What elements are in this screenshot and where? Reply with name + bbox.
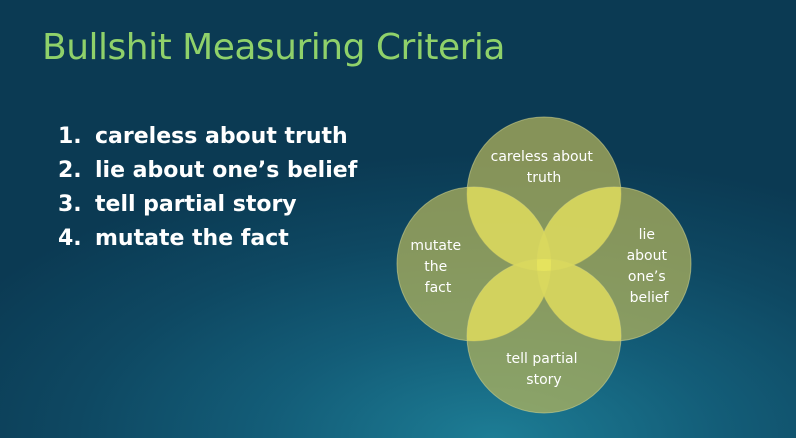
criteria-number: 1. [58,124,82,149]
venn-label-top-line: careless about [491,149,594,165]
criteria-text: lie about one’s belief [95,158,358,183]
venn-label-top-line: truth [527,170,561,186]
criteria-item: 4. mutate the fact [58,222,357,256]
criteria-number: 3. [58,192,82,217]
criteria-text: careless about truth [95,124,348,149]
venn-label-left-line: fact [425,280,452,296]
criteria-item: 3. tell partial story [58,188,357,222]
venn-label-bottom-line: story [526,372,561,388]
criteria-number: 4. [58,226,82,251]
venn-label-bottom-line: tell partial [506,351,577,367]
venn-label-left: mutate the fact [410,238,465,296]
venn-label-right-line: lie [639,227,655,243]
venn-label-right-line: belief [630,290,670,306]
criteria-item: 1. careless about truth [58,120,357,154]
criteria-item: 2. lie about one’s belief [58,154,357,188]
criteria-text: mutate the fact [95,226,289,251]
criteria-number: 2. [58,158,82,183]
slide-title: Bullshit Measuring Criteria [42,27,505,68]
venn-label-right: lie about one’s belief [627,227,672,306]
venn-label-left-line: mutate [410,238,461,254]
venn-label-right-line: about [627,248,668,264]
criteria-list: 1. careless about truth 2. lie about one’s… [58,120,357,256]
criteria-text: tell partial story [95,192,297,217]
venn-label-top: careless about truth [491,149,598,186]
venn-label-bottom: tell partial story [506,351,582,388]
venn-label-right-line: one’s [628,269,666,285]
venn-label-left-line: the [424,259,447,275]
